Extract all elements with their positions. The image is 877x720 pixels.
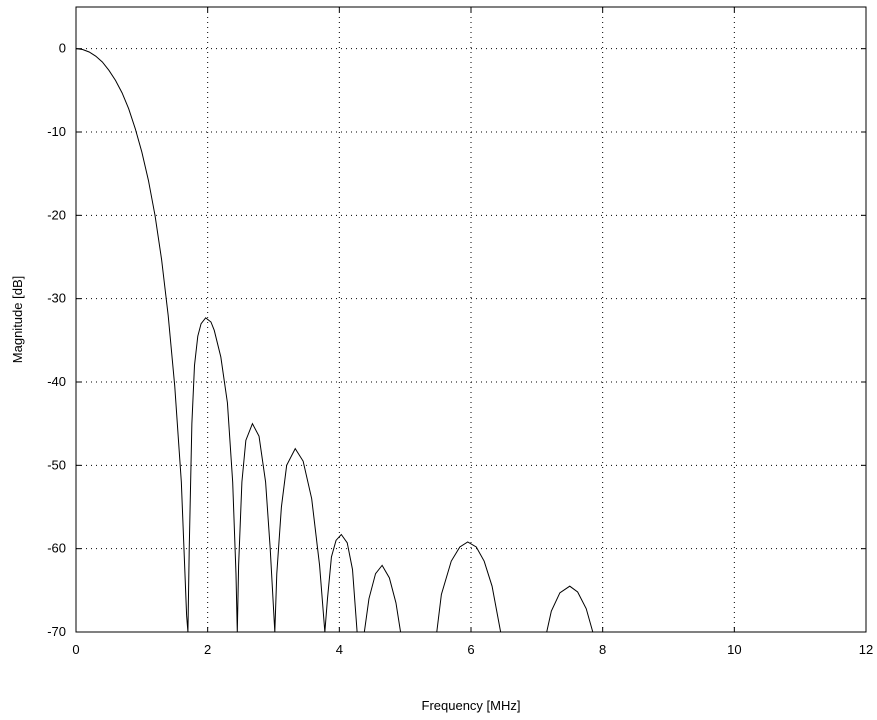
- x-tick-label: 6: [467, 642, 474, 657]
- x-tick-label: 4: [336, 642, 343, 657]
- x-axis-ticks: 0 2 4 6 8 10 12: [72, 7, 873, 657]
- curve-layer: [75, 48, 594, 633]
- x-tick-label: 2: [204, 642, 211, 657]
- y-tick-label: -10: [47, 124, 66, 139]
- y-tick-label: -30: [47, 291, 66, 306]
- y-tick-label: -70: [47, 624, 66, 639]
- x-tick-label: 8: [599, 642, 606, 657]
- y-tick-label: 0: [59, 41, 66, 56]
- y-tick-label: -40: [47, 374, 66, 389]
- y-axis-label: Magnitude [dB]: [10, 276, 25, 363]
- x-tick-label: 0: [72, 642, 79, 657]
- y-tick-label: -20: [47, 207, 66, 222]
- plot-frame: [75, 6, 867, 633]
- grid: [76, 7, 866, 632]
- x-axis-label: Frequency [MHz]: [422, 698, 521, 713]
- y-tick-label: -50: [47, 457, 66, 472]
- y-axis-ticks: 0 -10 -20 -30 -40 -50 -60 -70: [47, 41, 866, 639]
- x-tick-label: 10: [727, 642, 741, 657]
- magnitude-series-line: [75, 48, 594, 633]
- y-tick-label: -60: [47, 541, 66, 556]
- x-tick-label: 12: [859, 642, 873, 657]
